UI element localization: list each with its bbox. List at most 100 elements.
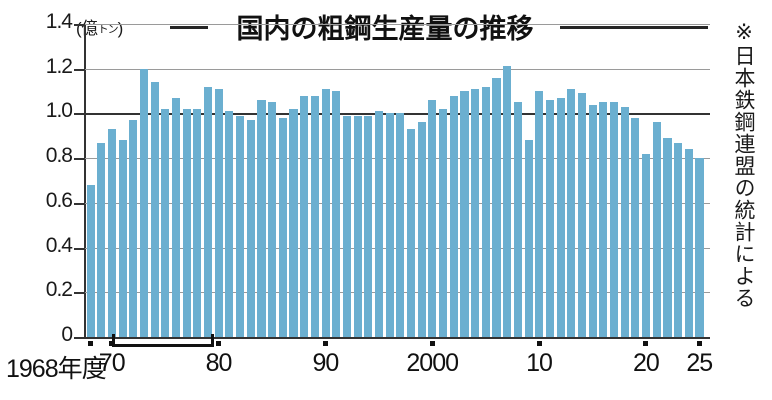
bar <box>460 91 469 337</box>
y-tick-0.4 <box>74 247 85 250</box>
x-tick-dot-90 <box>322 341 328 346</box>
bar <box>481 86 490 337</box>
x-axis-label-70: 70 <box>98 349 126 377</box>
bar <box>674 142 683 337</box>
bar <box>171 97 181 337</box>
bar <box>524 140 533 337</box>
bar <box>417 122 426 337</box>
y-axis-label-0.2: 0.2 <box>45 278 73 302</box>
bar <box>439 108 448 337</box>
bar <box>118 140 127 337</box>
bar <box>321 88 330 337</box>
unit-label-close: ) <box>117 19 124 38</box>
y-axis-label-1.4: 1.4 <box>45 10 73 33</box>
title-rule-right <box>560 26 708 29</box>
bar <box>150 82 159 337</box>
bar <box>428 100 437 337</box>
bar <box>396 113 405 337</box>
title-rule-left <box>170 26 208 29</box>
bar <box>342 115 351 337</box>
y-axis-label-1: 1.0 <box>45 99 73 123</box>
bar <box>556 97 565 337</box>
y-axis-label-0.6: 0.6 <box>45 188 73 212</box>
bar <box>97 142 106 337</box>
y-axis-label-0.4: 0.4 <box>45 233 73 257</box>
y-axis-label-1.2: 1.2 <box>45 54 73 78</box>
bar <box>513 102 522 337</box>
y-tick-0.8 <box>74 158 85 161</box>
bar <box>684 149 693 337</box>
bar <box>449 95 458 337</box>
bar <box>161 108 170 337</box>
bar <box>278 117 287 337</box>
y-tick-0.6 <box>74 202 85 205</box>
bar <box>599 102 608 337</box>
x-tick-dot-2000 <box>429 341 435 346</box>
y-axis-line <box>84 24 86 339</box>
bar <box>642 153 651 337</box>
bar <box>535 91 544 337</box>
x-tick-dot-25 <box>696 341 702 346</box>
unit-label-small: トン <box>97 23 119 36</box>
x-axis-label-20: 20 <box>632 349 660 377</box>
page-title: 国内の粗鋼生産量の推移 <box>236 14 534 44</box>
bar <box>407 129 416 337</box>
y-axis-label-0: 0 <box>61 323 73 346</box>
bar <box>577 93 587 337</box>
bar <box>503 66 512 337</box>
y-axis-label-0.8: 0.8 <box>45 144 73 168</box>
gridline-1.2 <box>85 68 710 70</box>
unit-label: (億トン) <box>76 14 123 39</box>
bar <box>652 122 661 337</box>
bar <box>588 104 597 337</box>
bar <box>86 184 95 337</box>
bar <box>204 86 213 337</box>
bar <box>332 91 341 337</box>
x-axis-label-2000: 2000 <box>406 349 459 377</box>
bar <box>385 113 394 337</box>
bar <box>236 115 245 337</box>
x-tick-dot-10 <box>536 341 542 346</box>
x-axis-label-25: 25 <box>686 349 713 377</box>
x-tick-dot-80 <box>216 341 222 346</box>
plot-area <box>85 24 710 339</box>
bar <box>492 77 501 337</box>
x-tick-dot-20 <box>643 341 649 346</box>
x-tick-dot-1968年度 <box>87 341 93 346</box>
x-axis-bracket <box>111 334 214 347</box>
x-axis-label-10: 10 <box>526 349 553 377</box>
bar <box>610 102 619 337</box>
bar <box>631 117 640 337</box>
bar <box>471 88 480 337</box>
bar <box>567 88 576 337</box>
x-axis-label-90: 90 <box>312 349 339 377</box>
bar <box>353 115 362 337</box>
bar <box>225 111 234 337</box>
y-tick-1.4 <box>74 24 85 26</box>
bar <box>620 106 629 337</box>
bar <box>257 100 266 337</box>
y-tick-0.2 <box>74 292 85 295</box>
bar <box>139 68 148 337</box>
bar <box>107 129 116 337</box>
bar <box>246 120 255 337</box>
bar <box>268 102 277 337</box>
gridline-0 <box>85 337 710 339</box>
y-tick-1.2 <box>74 68 85 71</box>
bar <box>310 95 319 337</box>
unit-label-main: (億 <box>76 19 98 38</box>
source-note: ※日本鉄鋼連盟の統計による <box>732 20 755 309</box>
bar <box>289 108 298 337</box>
bar <box>193 108 202 337</box>
bar <box>364 115 373 337</box>
bar <box>129 120 138 337</box>
bar <box>182 108 191 337</box>
bar <box>214 88 223 337</box>
y-tick-0 <box>74 337 85 339</box>
bar <box>545 100 554 337</box>
bar <box>374 111 384 337</box>
bar <box>663 138 672 337</box>
y-tick-1 <box>74 113 85 116</box>
gridline-1.4 <box>85 24 710 25</box>
